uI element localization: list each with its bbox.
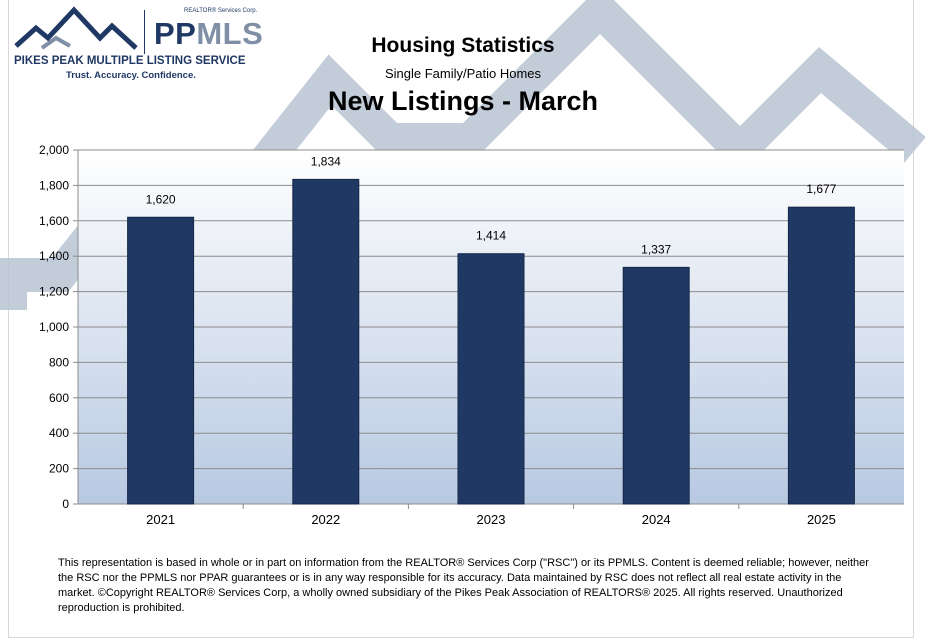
y-tick-label: 1,200 <box>39 285 69 299</box>
y-tick-label: 1,000 <box>39 320 69 334</box>
disclaimer-text: This representation is based in whole or… <box>58 557 869 614</box>
y-tick-label: 800 <box>49 355 69 369</box>
mountain-logo-icon <box>14 6 138 50</box>
logo-brand: PPMLS <box>154 16 263 52</box>
data-label-2023: 1,414 <box>476 229 506 243</box>
x-tick-label: 2025 <box>807 512 836 527</box>
chart-subtitle: Single Family/Patio Homes <box>384 66 542 81</box>
data-label-2024: 1,337 <box>641 242 671 256</box>
data-label-2021: 1,620 <box>146 192 176 206</box>
y-tick-label: 1,800 <box>39 178 69 192</box>
bar-2022 <box>292 178 360 505</box>
data-label-2025: 1,677 <box>806 182 836 196</box>
y-tick-label: 400 <box>49 426 69 440</box>
y-tick-label: 0 <box>62 497 69 511</box>
logo-name: PIKES PEAK MULTIPLE LISTING SERVICE <box>14 55 246 67</box>
ppmls-logo: REALTOR® Services Corp. PPMLS PIKES PEAK… <box>12 4 263 84</box>
x-tick-label: 2022 <box>311 512 340 527</box>
y-tick-label: 1,400 <box>39 249 69 263</box>
bar-2021 <box>127 216 195 505</box>
y-tick-label: 600 <box>49 391 69 405</box>
chart-heading: New Listings - March <box>327 86 599 116</box>
data-label-2022: 1,834 <box>311 154 341 168</box>
bar-2023 <box>457 253 525 505</box>
logo-tagline: Trust. Accuracy. Confidence. <box>66 70 196 81</box>
x-tick-label: 2023 <box>477 512 506 527</box>
logo-provider: REALTOR® Services Corp. <box>184 8 258 14</box>
logo-brand-accent: MLS <box>196 16 264 51</box>
bar-2025 <box>787 206 855 505</box>
chart-frame <box>8 0 914 638</box>
chart-title: Housing Statistics <box>371 34 555 57</box>
bar-chart: 0 200 400 600 800 1,000 1,200 1,400 1,600 1,800 2,… <box>39 143 904 527</box>
y-tick-label: 200 <box>49 462 69 476</box>
logo-divider <box>144 10 145 54</box>
x-tick-label: 2024 <box>642 512 671 527</box>
x-tick-label: 2021 <box>146 512 175 527</box>
y-tick-label: 2,000 <box>39 143 69 157</box>
bar-2024 <box>622 266 690 505</box>
y-tick-label: 1,600 <box>39 214 69 228</box>
logo-brand-main: PP <box>154 16 197 51</box>
